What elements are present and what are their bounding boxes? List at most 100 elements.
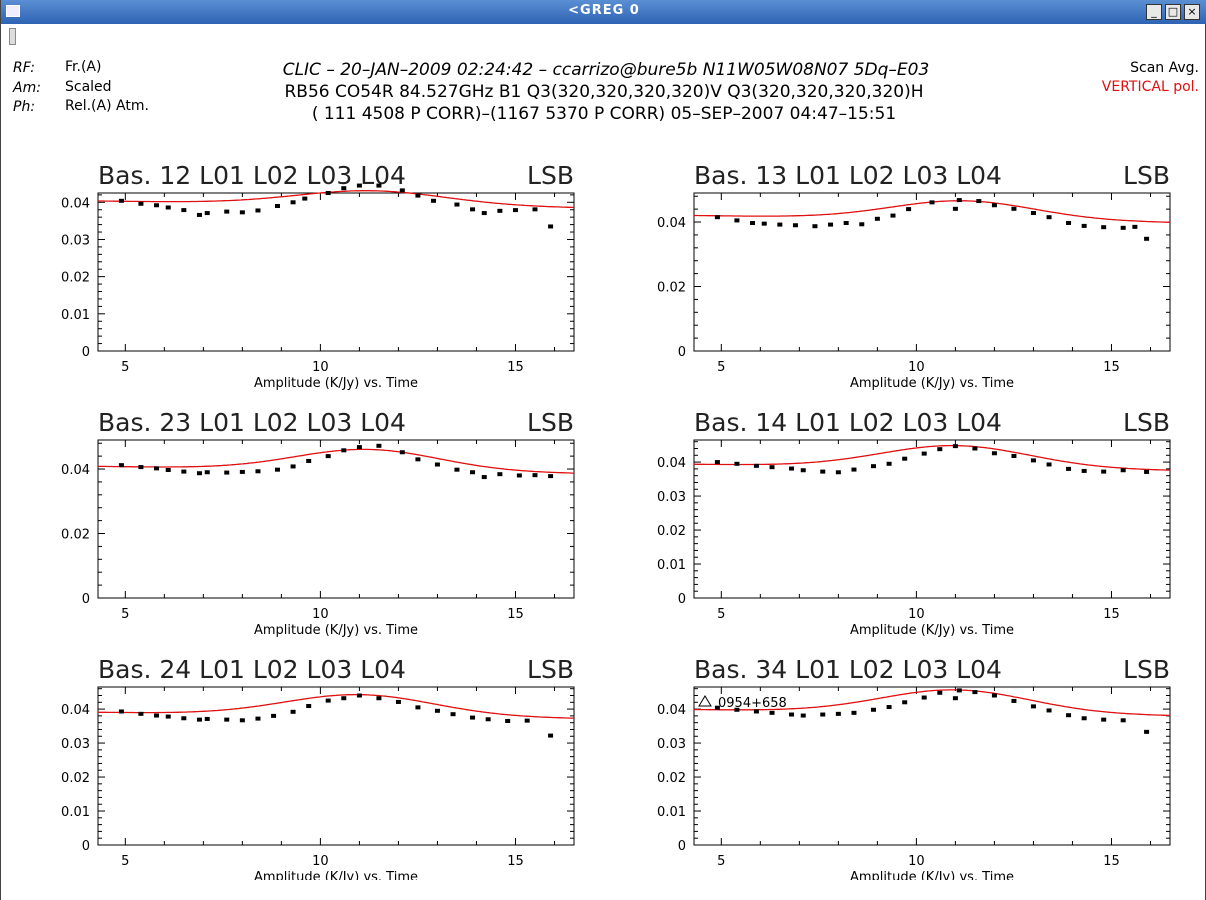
maximize-button[interactable]: □	[1165, 4, 1181, 20]
plot-panel-4: Bas. 14 L01 L02 L03 L04 LSB 5 10 15 0 0.01 0.02…	[657, 408, 1171, 638]
y-tick-label: 0.04	[657, 456, 686, 471]
data-point	[1046, 462, 1052, 467]
data-point	[224, 470, 230, 475]
source-triangle-icon	[698, 695, 712, 707]
y-tick-label: 0	[678, 345, 686, 360]
y-tick-label: 0.02	[657, 524, 686, 539]
data-point	[1081, 468, 1087, 473]
data-point	[870, 707, 876, 712]
toolbar-handle[interactable]	[9, 28, 16, 45]
fit-curve	[97, 448, 574, 474]
data-point	[274, 204, 280, 209]
y-tick-label: 0	[82, 592, 90, 607]
data-point	[952, 696, 958, 701]
data-point	[1030, 704, 1036, 709]
data-point	[769, 465, 775, 470]
data-point	[325, 698, 331, 703]
data-point	[1011, 206, 1017, 211]
y-tick-label: 0	[678, 592, 686, 607]
data-point	[753, 709, 759, 714]
data-point	[118, 709, 124, 714]
y-tick-label: 0	[678, 839, 686, 854]
data-point	[532, 207, 538, 212]
data-point	[138, 465, 144, 470]
data-point	[505, 718, 511, 723]
data-point	[792, 223, 798, 228]
data-point	[399, 450, 405, 455]
plot-title: Bas. 12 L01 L02 L03 L04	[98, 161, 406, 190]
fit-curve	[693, 689, 1170, 717]
ph-label: Ph:	[13, 99, 36, 115]
data-point	[470, 470, 476, 475]
data-point	[415, 193, 421, 198]
data-point	[921, 695, 927, 700]
plot-frame	[693, 192, 1171, 352]
data-point	[454, 467, 460, 472]
data-point	[196, 471, 202, 476]
title-bar[interactable]: <GREG 0 _ □ ×	[1, 0, 1206, 24]
data-point	[835, 711, 841, 716]
x-tick-label: 15	[507, 360, 524, 375]
close-button[interactable]: ×	[1184, 4, 1200, 20]
data-point	[239, 210, 245, 215]
header-line-3: ( 111 4508 P CORR)–(1167 5370 P CORR) 05…	[311, 104, 897, 124]
y-tick-label: 0.03	[657, 490, 686, 505]
x-axis-label: Amplitude (K/Jy) vs. Time	[254, 376, 418, 391]
data-point	[1030, 458, 1036, 463]
data-point	[196, 717, 202, 722]
data-point	[734, 218, 740, 223]
plot-frame	[693, 686, 1171, 846]
data-point	[290, 464, 296, 469]
data-point	[714, 460, 720, 465]
data-point	[1030, 210, 1036, 215]
header-line-1: CLIC – 20–JAN–2009 02:24:42 – ccarrizo@b…	[282, 60, 930, 80]
data-point	[1046, 708, 1052, 713]
data-point	[204, 716, 210, 721]
plot-title: Bas. 14 L01 L02 L03 L04	[694, 408, 1002, 437]
data-point	[820, 469, 826, 474]
data-point	[851, 467, 857, 472]
data-point	[204, 470, 210, 475]
x-tick-label: 5	[121, 854, 129, 869]
data-point	[325, 191, 331, 195]
data-point	[929, 200, 935, 205]
y-tick-label: 0.04	[61, 703, 90, 718]
data-point	[516, 473, 522, 478]
data-point	[937, 447, 943, 452]
data-point	[753, 463, 759, 468]
x-tick-label: 5	[717, 854, 725, 869]
x-tick-label: 5	[717, 607, 725, 622]
data-point	[274, 467, 280, 472]
data-point	[976, 199, 982, 204]
data-point	[548, 224, 554, 229]
x-tick-label: 5	[717, 360, 725, 375]
x-tick-label: 10	[312, 607, 329, 622]
data-point	[789, 712, 795, 717]
x-tick-label: 5	[121, 360, 129, 375]
plot-frame	[97, 439, 575, 599]
minimize-button[interactable]: _	[1146, 4, 1162, 20]
x-tick-label: 15	[507, 854, 524, 869]
data-point	[1144, 469, 1150, 474]
data-point	[769, 710, 775, 715]
data-point	[341, 186, 347, 191]
data-point	[306, 458, 312, 463]
data-point	[734, 707, 740, 712]
data-point	[341, 448, 347, 453]
data-point	[290, 709, 296, 714]
data-point	[1120, 718, 1126, 723]
sideband-label: LSB	[1123, 161, 1170, 190]
x-axis-label: Amplitude (K/Jy) vs. Time	[850, 376, 1014, 391]
data-point	[843, 220, 849, 225]
data-point	[434, 708, 440, 713]
rf-value: Fr.(A)	[65, 59, 102, 75]
data-point	[870, 464, 876, 469]
x-tick-label: 10	[312, 854, 329, 869]
data-point	[356, 183, 362, 188]
data-point	[497, 208, 503, 213]
data-point	[937, 690, 943, 695]
window-menu-icon[interactable]	[6, 5, 20, 17]
sideband-label: LSB	[1123, 408, 1170, 437]
data-point	[497, 472, 503, 477]
